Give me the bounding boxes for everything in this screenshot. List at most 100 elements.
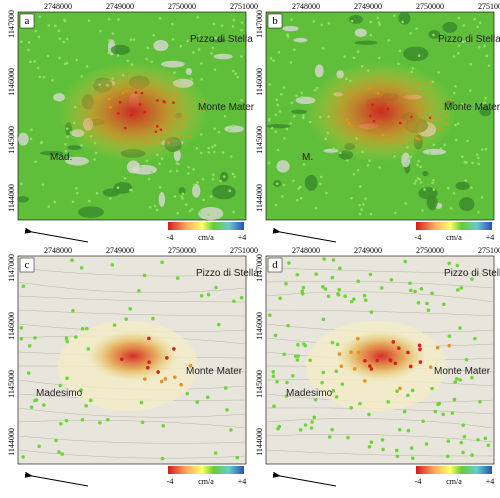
y-tick-label: 1144000	[7, 428, 16, 456]
ps-point	[369, 440, 374, 445]
colorbar	[416, 466, 492, 474]
ps-point	[295, 272, 300, 277]
ps-point	[380, 286, 384, 290]
ps-point	[319, 115, 322, 119]
ps-point	[213, 68, 217, 71]
ps-point	[165, 356, 169, 360]
ps-point	[337, 120, 341, 123]
ps-point	[470, 277, 474, 281]
ps-point	[469, 63, 473, 66]
place-name: Pizzo di Stella	[444, 268, 500, 279]
ps-point	[461, 423, 466, 428]
ps-point	[66, 37, 69, 41]
ps-point	[269, 57, 273, 60]
ps-point	[267, 313, 272, 318]
x-tick-label: 2749000	[354, 246, 382, 255]
place-name: Monte Mater	[434, 366, 491, 377]
gap	[398, 11, 411, 25]
ps-point	[297, 187, 300, 190]
ps-point	[66, 135, 69, 139]
ps-point	[41, 183, 45, 187]
ps-point	[121, 74, 125, 77]
ps-point	[107, 51, 111, 55]
ps-point	[80, 144, 83, 147]
ps-point	[54, 24, 57, 28]
ps-point	[457, 16, 461, 20]
ps-point	[79, 265, 84, 270]
y-tick-label: 1145000	[7, 126, 16, 154]
ps-point	[318, 182, 322, 186]
ps-point	[289, 122, 293, 125]
ps-point	[277, 50, 281, 54]
ps-point	[146, 139, 150, 143]
ps-point	[156, 125, 159, 128]
ps-point	[369, 212, 373, 216]
gap	[210, 38, 226, 43]
ps-point	[39, 141, 43, 145]
ps-point	[281, 194, 284, 198]
ps-point	[84, 403, 88, 408]
ps-point	[470, 375, 474, 380]
ps-point	[470, 453, 474, 457]
ps-point	[352, 56, 356, 60]
ps-point	[349, 405, 353, 410]
gap	[426, 194, 438, 211]
ps-point	[395, 389, 399, 393]
ps-point	[34, 160, 37, 164]
ps-point	[338, 98, 342, 102]
ps-point	[86, 347, 91, 351]
ps-point	[332, 147, 335, 150]
ps-point	[321, 285, 325, 289]
gap	[422, 170, 429, 177]
y-tick-label: 1146000	[255, 312, 264, 340]
label-box	[267, 13, 283, 29]
ps-point	[275, 379, 279, 384]
ps-point	[410, 388, 415, 393]
ps-point	[214, 37, 218, 40]
colorbar-label: cm/a	[446, 477, 462, 486]
ps-point	[405, 146, 409, 149]
gap	[293, 37, 308, 43]
ps-point	[388, 358, 393, 363]
ps-point	[363, 298, 368, 303]
ps-point	[271, 374, 276, 379]
gap	[224, 125, 244, 133]
ps-point	[376, 16, 379, 20]
ps-point	[160, 157, 164, 161]
ps-point	[446, 439, 451, 443]
ps-point	[111, 32, 115, 35]
label-box	[267, 257, 283, 273]
ps-point	[430, 291, 434, 296]
ps-point	[421, 419, 425, 424]
ps-point	[166, 129, 170, 132]
ps-point	[471, 161, 474, 165]
ps-point	[64, 336, 69, 341]
ps-point	[96, 95, 100, 99]
ps-point	[372, 119, 376, 123]
ps-point	[184, 203, 188, 206]
ps-point	[286, 33, 290, 36]
ps-point	[125, 89, 128, 93]
ps-point	[98, 83, 101, 86]
ps-point	[147, 142, 150, 145]
gap	[39, 150, 64, 156]
ps-point	[360, 64, 364, 68]
ps-point	[377, 21, 381, 24]
ps-point	[58, 383, 62, 388]
ps-point	[26, 371, 31, 375]
ps-point	[188, 209, 192, 213]
ps-point	[205, 395, 210, 399]
ps-point	[477, 45, 481, 49]
ps-point	[485, 54, 489, 58]
ps-point	[212, 150, 216, 154]
ps-point	[172, 101, 175, 104]
ps-point	[394, 448, 399, 453]
ps-point	[156, 370, 160, 374]
ps-point	[179, 382, 183, 387]
ps-point	[310, 420, 314, 424]
ps-point	[337, 287, 341, 292]
ps-point	[461, 103, 464, 106]
colorbar-label: cm/a	[198, 477, 214, 486]
ps-point	[473, 336, 477, 341]
colorbar-label: +4	[238, 233, 247, 242]
